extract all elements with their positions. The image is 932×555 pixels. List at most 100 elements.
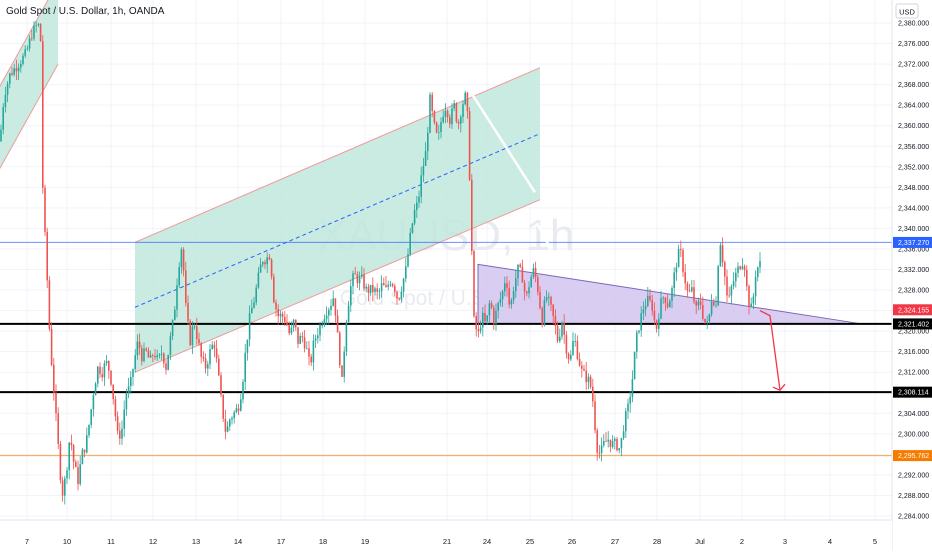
candle-body bbox=[383, 283, 385, 286]
candle-body bbox=[394, 286, 396, 292]
candle-body bbox=[431, 94, 433, 111]
candle-body bbox=[660, 298, 662, 319]
candle-body bbox=[246, 339, 249, 353]
candle-body bbox=[497, 302, 499, 311]
candle-body bbox=[545, 296, 548, 301]
candle-body bbox=[229, 419, 231, 427]
candle-body bbox=[398, 298, 400, 300]
candle-body bbox=[204, 358, 207, 369]
candle-body bbox=[552, 304, 554, 316]
level-tag bbox=[893, 304, 932, 316]
candle-body bbox=[572, 341, 574, 356]
candle-body bbox=[576, 340, 579, 360]
candle-body bbox=[708, 314, 711, 322]
candle-body bbox=[149, 355, 152, 358]
candle-body bbox=[121, 428, 123, 439]
candle-body bbox=[152, 355, 154, 357]
candle-body bbox=[405, 266, 407, 279]
candle-body bbox=[275, 302, 277, 310]
candle-body bbox=[651, 300, 653, 311]
candle-body bbox=[493, 307, 495, 324]
candle-body bbox=[108, 361, 110, 371]
candle-body bbox=[66, 470, 68, 479]
candle-body bbox=[251, 307, 253, 314]
candle-body bbox=[715, 305, 717, 306]
candle-body bbox=[361, 274, 363, 277]
candle-body bbox=[741, 266, 744, 269]
y-tick-label: 2,360.000 bbox=[898, 123, 929, 130]
candle-body bbox=[116, 416, 119, 431]
chart-title: Gold Spot / U.S. Dollar, 1h, OANDA bbox=[6, 6, 165, 17]
candle-body bbox=[574, 340, 576, 342]
candle-body bbox=[627, 403, 629, 412]
candle-body bbox=[427, 132, 429, 152]
candle-body bbox=[638, 330, 640, 333]
candle-body bbox=[6, 83, 9, 95]
candle-body bbox=[596, 430, 598, 453]
y-tick-label: 2,292.000 bbox=[898, 472, 929, 479]
candle-body bbox=[330, 305, 332, 310]
candle-body bbox=[264, 262, 266, 265]
candle-body bbox=[605, 441, 607, 442]
candle-body bbox=[50, 328, 53, 365]
candle-body bbox=[680, 248, 682, 251]
candle-body bbox=[585, 370, 587, 383]
candle-body bbox=[589, 376, 592, 387]
candle-body bbox=[363, 274, 365, 289]
candle-body bbox=[15, 68, 18, 72]
candle-body bbox=[446, 110, 449, 117]
candle-body bbox=[134, 355, 136, 370]
currency-label: USD bbox=[899, 8, 915, 17]
left-channel-lower bbox=[0, 63, 59, 170]
candle-body bbox=[565, 334, 568, 354]
candle-body bbox=[17, 67, 20, 72]
candle-body bbox=[655, 320, 658, 329]
candle-body bbox=[226, 426, 229, 432]
candle-body bbox=[213, 344, 216, 349]
candle-body bbox=[39, 24, 42, 42]
candle-body bbox=[341, 365, 343, 377]
y-tick-label: 2,372.000 bbox=[898, 62, 929, 69]
candle-body bbox=[400, 291, 403, 300]
y-tick-label: 2,304.000 bbox=[898, 411, 929, 418]
candle-body bbox=[748, 286, 750, 308]
level-tag bbox=[893, 450, 932, 462]
x-tick-label: 18 bbox=[319, 537, 327, 546]
candle-body bbox=[490, 303, 493, 308]
candle-body bbox=[457, 121, 460, 124]
candle-body bbox=[20, 64, 22, 68]
candle-body bbox=[603, 441, 605, 446]
candle-body bbox=[321, 324, 323, 326]
candle-body bbox=[59, 443, 62, 481]
candle-body bbox=[154, 356, 156, 358]
candle-body bbox=[86, 435, 88, 453]
candle-body bbox=[402, 278, 405, 292]
candle-body bbox=[202, 356, 205, 359]
y-tick-label: 2,312.000 bbox=[898, 370, 929, 377]
x-tick-label: 11 bbox=[107, 537, 115, 546]
candle-body bbox=[713, 301, 715, 306]
candle-body bbox=[618, 448, 620, 451]
x-tick-label: Jul bbox=[695, 537, 705, 546]
candle-body bbox=[523, 282, 526, 292]
candle-body bbox=[222, 394, 224, 419]
level-tag-label: 2,308.114 bbox=[898, 390, 929, 397]
candle-body bbox=[391, 284, 394, 287]
candle-body bbox=[466, 92, 469, 112]
grid bbox=[0, 0, 892, 520]
x-tick-label: 17 bbox=[277, 537, 285, 546]
candle-body bbox=[600, 445, 603, 454]
candle-body bbox=[640, 313, 642, 331]
candle-body bbox=[207, 364, 209, 369]
candle-body bbox=[273, 276, 275, 303]
candle-body bbox=[290, 327, 293, 334]
candle-body bbox=[468, 111, 471, 180]
candle-body bbox=[347, 305, 350, 323]
candle-body bbox=[440, 122, 442, 133]
candle-body bbox=[495, 310, 497, 324]
candle-body bbox=[477, 329, 480, 332]
candle-body bbox=[517, 264, 519, 279]
candle-body bbox=[512, 291, 515, 301]
